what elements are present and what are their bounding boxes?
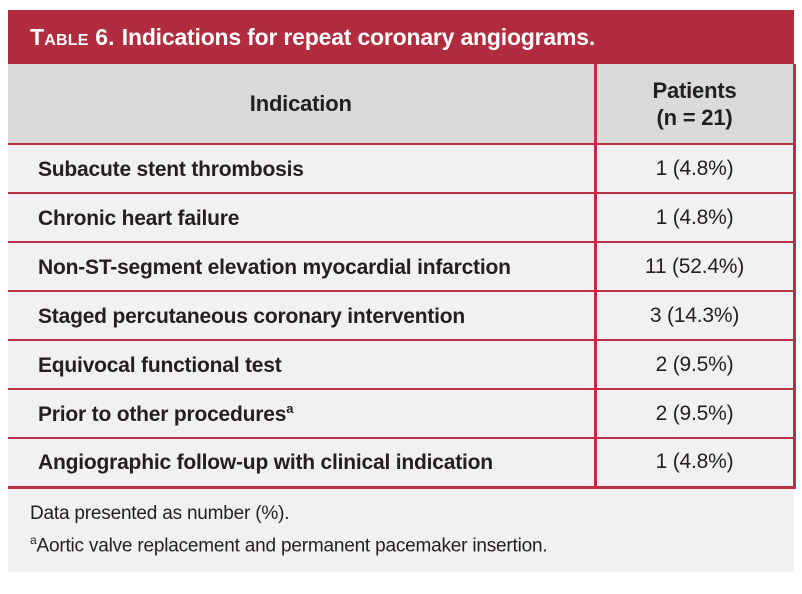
patients-header-line2: (n = 21) xyxy=(656,104,733,130)
indication-text: Non-ST-segment elevation myocardial infa… xyxy=(38,255,511,279)
indication-cell: Staged percutaneous coronary interventio… xyxy=(8,291,595,341)
table-row: Prior to other proceduresa 2 (9.5%) xyxy=(8,389,796,439)
patients-cell: 2 (9.5%) xyxy=(593,340,796,390)
indication-cell: Equivocal functional test xyxy=(8,340,595,390)
footnote-data-presented: Data presented as number (%). xyxy=(30,500,774,527)
indication-text: Subacute stent thrombosis xyxy=(38,157,304,181)
footnote-a-marker: a xyxy=(30,532,37,547)
table-row: Subacute stent thrombosis 1 (4.8%) xyxy=(8,144,796,194)
patients-header-line1: Patients xyxy=(652,77,737,103)
indication-text: Staged percutaneous coronary interventio… xyxy=(38,304,466,328)
table-title-bar: Table 6. Indications for repeat coronary… xyxy=(8,10,794,64)
table-row: Staged percutaneous coronary interventio… xyxy=(8,291,796,341)
table-row: Equivocal functional test 2 (9.5%) xyxy=(8,340,796,390)
indication-text: Angiographic follow-up with clinical ind… xyxy=(38,451,493,475)
indication-cell: Angiographic follow-up with clinical ind… xyxy=(8,438,595,489)
table-row: Angiographic follow-up with clinical ind… xyxy=(8,438,796,489)
indication-cell: Subacute stent thrombosis xyxy=(8,144,595,194)
footnote-a: aAortic valve replacement and permanent … xyxy=(30,527,774,559)
indication-text: Chronic heart failure xyxy=(38,206,240,230)
table-row: Non-ST-segment elevation myocardial infa… xyxy=(8,242,796,292)
indication-text: Prior to other procedures xyxy=(38,402,287,426)
indications-table: Indication Patients (n = 21) Subacute st… xyxy=(8,64,796,489)
patients-cell: 2 (9.5%) xyxy=(593,389,796,439)
indication-cell: Prior to other proceduresa xyxy=(8,389,595,439)
footnote-line2-text: Aortic valve replacement and permanent p… xyxy=(36,534,548,556)
column-header-patients: Patients (n = 21) xyxy=(593,64,796,145)
column-header-indication: Indication xyxy=(8,64,595,145)
table-row: Chronic heart failure 1 (4.8%) xyxy=(8,193,796,243)
table-title: Indications for repeat coronary angiogra… xyxy=(121,23,596,50)
footnote-marker: a xyxy=(286,400,294,416)
table-header-row: Indication Patients (n = 21) xyxy=(8,64,796,145)
patients-cell: 1 (4.8%) xyxy=(593,144,796,194)
indication-cell: Non-ST-segment elevation myocardial infa… xyxy=(8,242,595,292)
table-number: Table 6. xyxy=(30,23,115,50)
footnote-line1-text: Data presented as number (%). xyxy=(30,502,290,524)
patients-cell: 1 (4.8%) xyxy=(593,193,796,243)
indication-text: Equivocal functional test xyxy=(38,353,282,377)
patients-cell: 3 (14.3%) xyxy=(593,291,796,341)
table-footnotes: Data presented as number (%). aAortic va… xyxy=(8,488,794,572)
indication-cell: Chronic heart failure xyxy=(8,193,595,243)
patients-cell: 11 (52.4%) xyxy=(593,242,796,292)
patients-cell: 1 (4.8%) xyxy=(593,438,796,489)
